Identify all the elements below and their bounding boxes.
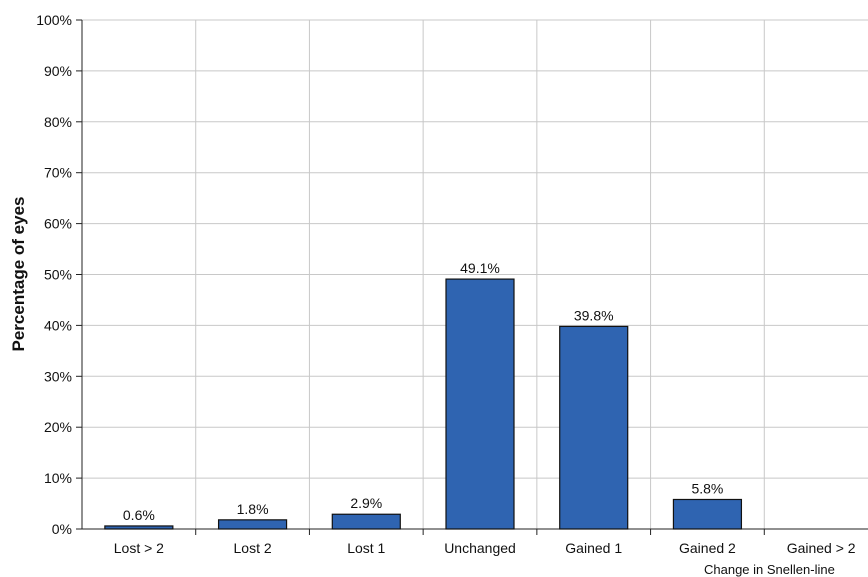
y-tick-label: 20%: [44, 419, 72, 435]
x-tick-label: Lost 2: [234, 540, 272, 556]
y-tick-label: 60%: [44, 216, 72, 232]
x-tick-labels: Lost > 2 Lost 2 Lost 1 Unchanged Gained 1 Gai…: [114, 540, 856, 556]
x-axis-label: Change in Snellen-line: [704, 562, 835, 577]
y-axis-label: Percentage of eyes: [9, 197, 28, 352]
bars: [104, 278, 743, 530]
data-label: 2.9%: [350, 495, 382, 511]
y-tick-label: 40%: [44, 317, 72, 333]
y-tick-label: 70%: [44, 165, 72, 181]
y-tick-label: 10%: [44, 470, 72, 486]
data-label: 5.8%: [691, 480, 723, 496]
x-tick-label: Lost > 2: [114, 540, 164, 556]
y-tick-label: 80%: [44, 114, 72, 130]
bar: [331, 513, 401, 530]
bar: [445, 278, 515, 530]
y-tick-labels: 0% 10% 20% 30% 40% 50% 60% 70% 80% 90% 100%: [36, 12, 72, 537]
bar: [672, 498, 743, 530]
bar: [559, 325, 629, 530]
data-label: 1.8%: [237, 501, 269, 517]
x-tick-label: Lost 1: [347, 540, 385, 556]
y-tick-label: 100%: [36, 12, 72, 28]
x-tick-label: Gained 2: [679, 540, 736, 556]
data-label: 39.8%: [574, 307, 614, 323]
y-tick-label: 30%: [44, 368, 72, 384]
data-labels: 0.6% 1.8% 2.9% 49.1% 39.8% 5.8%: [123, 260, 723, 523]
data-label: 49.1%: [460, 260, 500, 276]
y-tick-label: 90%: [44, 63, 72, 79]
y-tick-label: 0%: [52, 521, 72, 537]
bar: [217, 519, 288, 530]
y-tick-label: 50%: [44, 267, 72, 283]
x-tick-label: Gained > 2: [787, 540, 856, 556]
x-tick-label: Unchanged: [444, 540, 516, 556]
gridlines: [82, 19, 868, 529]
x-tick-label: Gained 1: [565, 540, 622, 556]
data-label: 0.6%: [123, 507, 155, 523]
bar: [104, 525, 174, 530]
